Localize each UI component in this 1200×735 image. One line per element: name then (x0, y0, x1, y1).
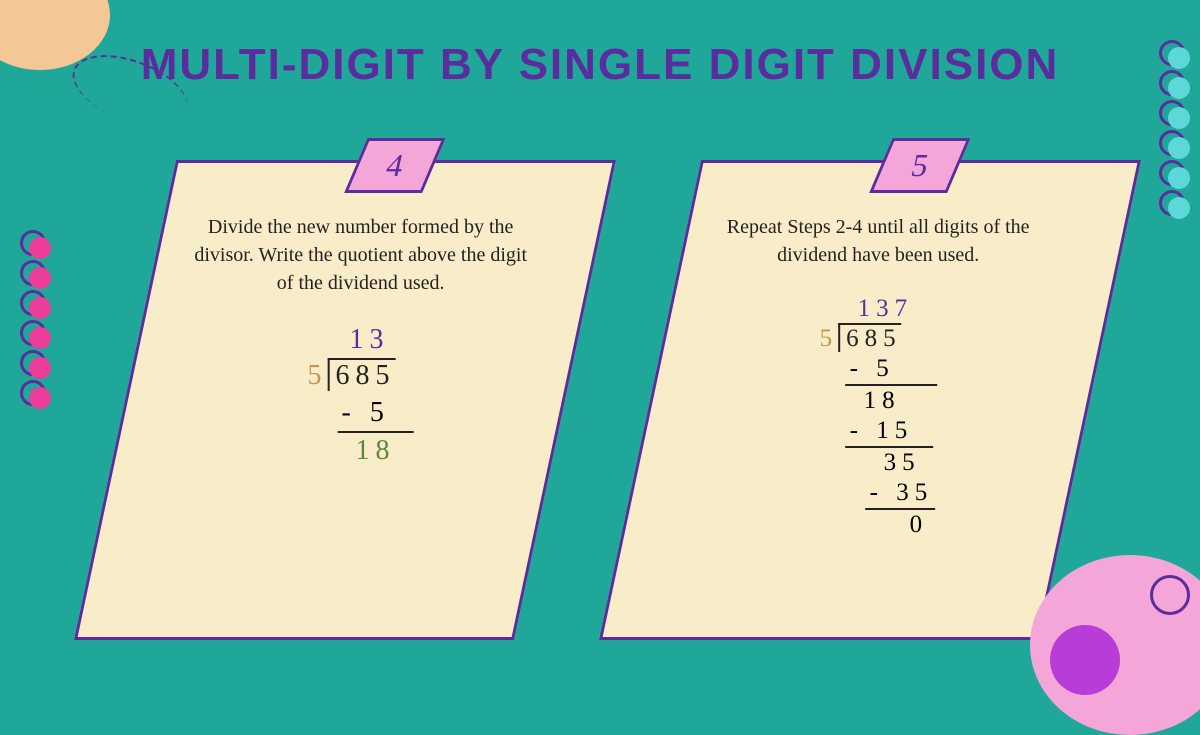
quotient-value: 13 (349, 324, 389, 355)
dividend-value: 685 (327, 358, 395, 391)
step-description: Repeat Steps 2-4 until all digits of the… (701, 213, 1055, 269)
dot-icon (1159, 100, 1185, 126)
long-division-work: 137 5685 - 5 18 - 15 35 - 35 0 (820, 294, 937, 540)
dot-icon (1159, 160, 1185, 186)
subtraction-line: - 15 (850, 417, 914, 444)
intermediate-value: 18 (864, 387, 901, 414)
subtraction-line: - 5 (341, 397, 389, 428)
dot-icon (20, 230, 46, 256)
step-description: Divide the new number formed by the divi… (184, 213, 538, 297)
remainder-value: 18 (355, 435, 395, 466)
right-dot-column (1159, 40, 1185, 216)
dividend-value: 685 (838, 323, 902, 352)
subtraction-line: - 35 (870, 479, 934, 506)
dot-icon (1159, 70, 1185, 96)
subtraction-line: - 5 (850, 355, 895, 382)
long-division-work: 13 5685 - 5 18 (307, 322, 413, 470)
left-dot-column (20, 230, 46, 406)
page-title: MULTI-DIGIT BY SINGLE DIGIT DIVISION (0, 0, 1200, 90)
dot-icon (1159, 130, 1185, 156)
dot-icon (20, 290, 46, 316)
divisor-value: 5 (820, 325, 839, 352)
dot-icon (1159, 40, 1185, 66)
divisor-value: 5 (307, 360, 327, 391)
outline-circle (1150, 575, 1190, 615)
dot-icon (20, 350, 46, 376)
quotient-value: 137 (858, 295, 914, 322)
final-remainder: 0 (910, 511, 929, 538)
intermediate-value: 35 (884, 449, 921, 476)
dot-icon (20, 320, 46, 346)
purple-circle (1050, 625, 1120, 695)
dot-icon (1159, 190, 1185, 216)
step-card-5: 5 Repeat Steps 2-4 until all digits of t… (650, 160, 1090, 640)
dot-icon (20, 260, 46, 286)
dot-icon (20, 380, 46, 406)
step-card-4: 4 Divide the new number formed by the di… (125, 160, 565, 640)
